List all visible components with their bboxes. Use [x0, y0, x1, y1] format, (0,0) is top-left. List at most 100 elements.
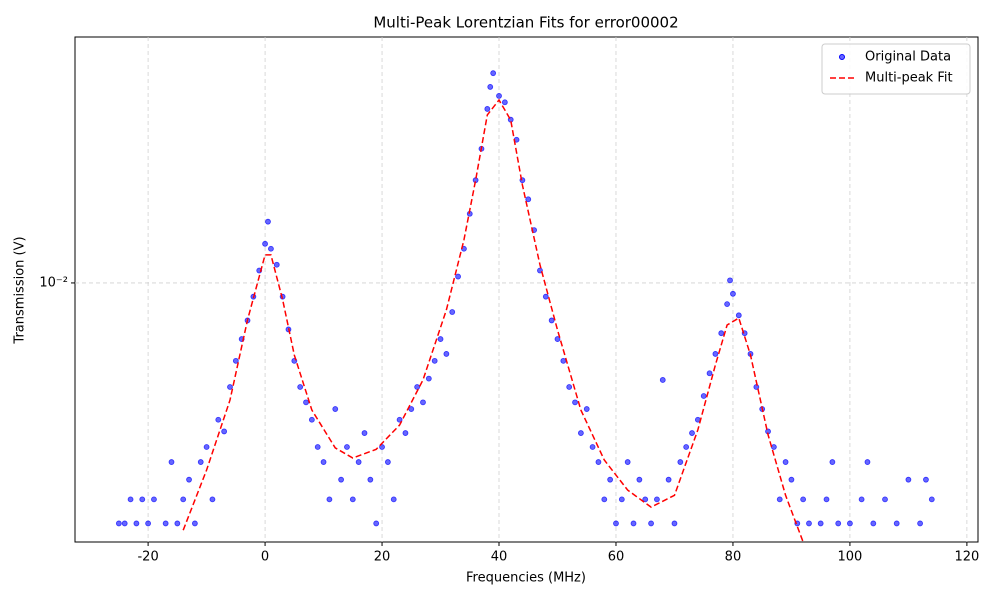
data-point — [712, 351, 719, 357]
data-point — [893, 520, 900, 527]
data-point — [379, 444, 385, 450]
data-point — [349, 496, 356, 503]
data-point — [396, 416, 403, 423]
data-point — [718, 330, 725, 337]
grid — [75, 37, 978, 542]
data-point — [870, 520, 877, 527]
data-point — [314, 444, 321, 450]
plot-frame — [74, 36, 979, 543]
data-point — [384, 459, 391, 465]
data-point — [320, 459, 327, 465]
x-tick-label: 0 — [261, 550, 269, 565]
data-point — [689, 430, 695, 436]
data-point — [390, 496, 397, 503]
data-point — [928, 496, 935, 503]
data-point — [835, 520, 842, 527]
data-point — [630, 520, 637, 527]
data-point — [501, 99, 508, 106]
data-point — [162, 520, 169, 527]
data-point — [355, 459, 362, 465]
data-point — [618, 496, 625, 503]
data-point — [496, 93, 502, 99]
data-point — [613, 520, 619, 527]
data-point — [847, 520, 853, 527]
data-point — [770, 444, 777, 450]
fit-line — [182, 98, 804, 542]
data-point — [308, 416, 315, 423]
data-point — [203, 444, 210, 450]
data-point — [572, 399, 578, 406]
chart-title: Multi-Peak Lorentzian Fits for error0000… — [373, 14, 678, 32]
data-point — [186, 476, 192, 483]
data-point — [303, 399, 309, 406]
data-point — [823, 496, 830, 503]
data-point — [414, 384, 421, 390]
data-point — [659, 377, 666, 383]
data-point — [373, 520, 380, 527]
data-point — [268, 245, 274, 252]
data-point — [332, 406, 339, 412]
data-point — [431, 357, 438, 364]
data-point — [665, 476, 672, 483]
legend-marker — [839, 54, 845, 60]
data-point — [487, 84, 494, 90]
data-point — [121, 520, 128, 527]
x-axis-label: Frequencies (MHz) — [466, 571, 586, 586]
data-point — [191, 520, 198, 527]
data-point — [858, 496, 865, 503]
data-point — [197, 459, 204, 465]
data-point — [265, 218, 271, 225]
x-tick-label: 60 — [608, 550, 625, 565]
data-point — [648, 520, 654, 527]
data-point — [227, 384, 233, 390]
data-point — [677, 459, 684, 465]
data-point — [484, 106, 491, 112]
x-tick-label: 20 — [374, 550, 391, 565]
data-point — [408, 406, 415, 412]
x-tick-label: 100 — [838, 550, 863, 565]
data-point — [168, 459, 175, 465]
legend-label: Original Data — [865, 50, 951, 65]
data-point — [730, 290, 736, 297]
data-point — [361, 430, 368, 436]
data-point — [338, 476, 345, 483]
x-tick-label: 80 — [725, 550, 742, 565]
data-point — [525, 196, 532, 203]
data-point — [607, 476, 614, 483]
data-point — [566, 384, 573, 390]
x-tick-label: 120 — [954, 550, 979, 565]
data-point — [642, 496, 649, 503]
legend-box — [821, 43, 971, 95]
data-point — [636, 476, 643, 483]
data-point — [145, 520, 152, 527]
data-point — [443, 351, 450, 357]
data-point — [654, 496, 660, 503]
data-point — [548, 317, 555, 324]
data-point — [683, 444, 690, 450]
data-point — [174, 520, 181, 527]
data-point — [735, 312, 742, 319]
data-point — [700, 393, 707, 399]
data-point — [905, 476, 912, 483]
data-point — [209, 496, 216, 503]
data-point — [232, 357, 239, 364]
data-point — [180, 496, 187, 503]
data-point — [437, 336, 444, 342]
data-point — [326, 496, 333, 503]
plot-area — [115, 70, 935, 542]
y-axis-label: Transmission (V) — [13, 236, 28, 344]
data-point — [115, 520, 122, 527]
data-point — [782, 459, 789, 465]
legend-label: Multi-peak Fit — [865, 71, 953, 86]
data-point — [542, 293, 549, 300]
data-point — [864, 459, 871, 465]
data-point — [262, 240, 268, 247]
data-point — [727, 277, 733, 284]
data-point — [127, 496, 134, 503]
data-point — [273, 261, 280, 268]
data-point — [724, 301, 731, 308]
data-point — [449, 309, 456, 315]
data-point — [367, 476, 374, 483]
